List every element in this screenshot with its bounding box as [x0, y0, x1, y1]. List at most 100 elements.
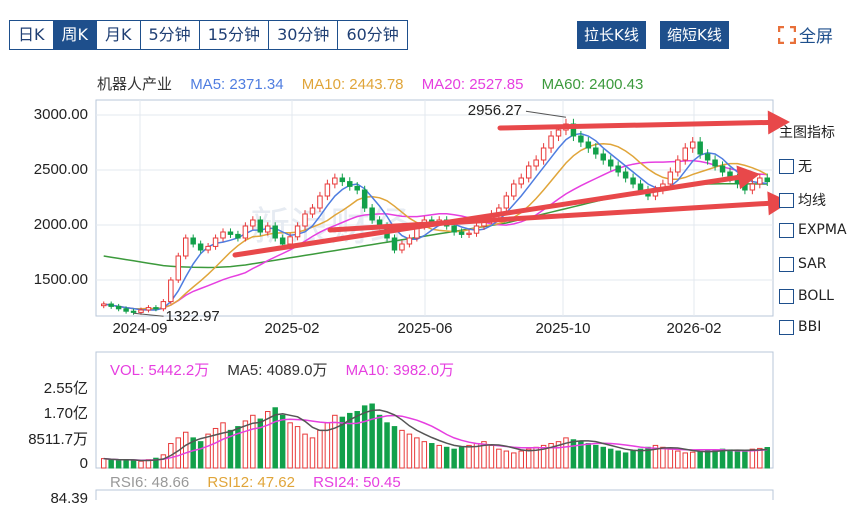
candle-body	[197, 243, 204, 251]
candle-body	[272, 225, 278, 239]
candle-body	[100, 303, 107, 307]
low-marker-label: 1322.97	[166, 308, 220, 325]
volume-bar	[361, 405, 368, 469]
tab-5min[interactable]: 5分钟	[140, 21, 200, 49]
shrink-kline-button[interactable]: 缩短K线	[660, 21, 729, 49]
tab-15min[interactable]: 15分钟	[199, 21, 270, 49]
indicator-expma[interactable]: EXPMA	[779, 222, 847, 238]
candle-body	[123, 308, 129, 312]
volume-bar	[406, 433, 413, 469]
candle-body	[540, 147, 547, 161]
candle-body	[183, 237, 189, 257]
y-tick: 1500.00	[33, 271, 88, 288]
checkbox[interactable]	[779, 319, 794, 335]
ma5-value: MA5: 2371.34	[190, 76, 284, 93]
candle-body	[332, 177, 338, 185]
ma60-value: MA60: 2400.43	[541, 76, 644, 93]
indicator-label: 无	[798, 159, 812, 175]
candle-body	[697, 141, 703, 155]
volume-bar	[622, 452, 629, 469]
candle-body	[138, 309, 144, 313]
volume-bar	[734, 450, 741, 469]
indicator-boll[interactable]: BOLL	[779, 288, 834, 304]
x-tick: 2024-09	[112, 320, 168, 337]
volume-bar	[250, 414, 256, 469]
volume-bar	[115, 459, 122, 469]
candle-body	[600, 153, 606, 161]
volume-bar	[451, 448, 457, 469]
volume-bar	[100, 458, 107, 469]
volume-bar	[548, 443, 554, 469]
volume-bar	[287, 422, 293, 469]
candle-body	[622, 171, 629, 179]
tab-day[interactable]: 日K	[10, 21, 54, 49]
checkbox[interactable]	[779, 192, 794, 208]
volume-bar	[242, 420, 249, 469]
volume-bar	[675, 450, 681, 469]
vol-y-tick: 2.55亿	[43, 380, 88, 397]
checkbox[interactable]	[779, 158, 794, 174]
volume-bar	[637, 448, 644, 469]
volume-bar	[749, 448, 756, 469]
volume-bar	[190, 437, 196, 469]
annotation-arrow	[232, 174, 741, 258]
candle-body	[220, 231, 226, 239]
volume-bar	[496, 448, 502, 469]
volume-bar	[757, 447, 763, 469]
volume-bar	[660, 446, 666, 469]
indicator-panel-title: 主图指标	[779, 125, 835, 141]
indicator-none[interactable]: 无	[779, 156, 812, 176]
candle-body	[302, 213, 308, 227]
indicator-label: EXPMA	[798, 222, 847, 238]
volume-bar	[197, 441, 204, 469]
stretch-kline-button[interactable]: 拉长K线	[577, 21, 646, 49]
checkbox[interactable]	[779, 222, 794, 238]
candle-body	[354, 185, 360, 191]
volume-bar	[279, 414, 286, 469]
fullscreen-button[interactable]: 全屏	[778, 22, 833, 47]
vol-ma5-value: MA5: 4089.0万	[227, 362, 328, 379]
volume-bar	[503, 450, 510, 469]
volume-bar	[347, 412, 353, 469]
volume-bar	[257, 418, 264, 469]
indicator-sar[interactable]: SAR	[779, 256, 826, 272]
volume-bar	[704, 450, 711, 469]
tab-week[interactable]: 周K	[53, 21, 97, 49]
volume-bar	[399, 429, 405, 469]
volume-bar	[369, 403, 375, 469]
volume-bar	[764, 447, 771, 469]
volume-bar	[265, 411, 271, 469]
annotation-arrow	[497, 119, 771, 131]
annotation-arrow	[327, 200, 771, 233]
volume-bar	[593, 444, 599, 469]
volume-bar	[630, 450, 636, 469]
candle-body	[719, 165, 726, 173]
candle-body	[339, 177, 346, 183]
checkbox[interactable]	[779, 288, 794, 304]
checkbox[interactable]	[779, 256, 794, 272]
tab-30min[interactable]: 30分钟	[269, 21, 339, 49]
volume-bar	[160, 454, 167, 469]
volume-bar	[458, 446, 465, 469]
volume-bar	[436, 444, 442, 469]
tab-month[interactable]: 月K	[97, 21, 141, 49]
candle-body	[250, 219, 256, 227]
vol-ma10-value: MA10: 3982.0万	[345, 362, 455, 379]
candle-body	[361, 189, 368, 209]
volume-bar	[607, 448, 614, 469]
indicator-ma[interactable]: 均线	[779, 190, 826, 210]
volume-bar	[123, 459, 129, 469]
candle-body	[511, 183, 517, 197]
indicator-bbi[interactable]: BBI	[779, 319, 821, 335]
candle-body	[451, 225, 457, 233]
volume-bar	[183, 431, 189, 469]
volume-bar	[481, 441, 487, 469]
volume-bar	[525, 448, 532, 469]
candle-body	[466, 232, 472, 235]
volume-bar	[294, 426, 301, 469]
tab-60min[interactable]: 60分钟	[338, 21, 407, 49]
candle-body	[399, 243, 405, 251]
candle-body	[205, 245, 211, 251]
volume-bar	[309, 437, 316, 469]
